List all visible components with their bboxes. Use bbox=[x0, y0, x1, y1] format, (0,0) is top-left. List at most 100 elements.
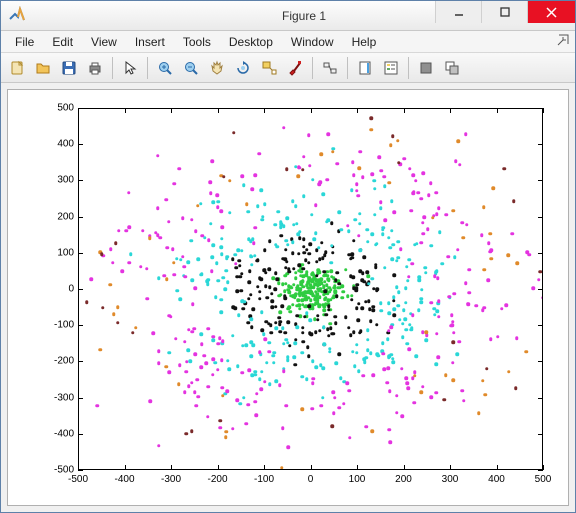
scatter-point-cyan bbox=[429, 244, 433, 248]
scatter-point-green bbox=[296, 299, 300, 303]
scatter-point-cyan bbox=[366, 338, 370, 342]
datacursor-button[interactable] bbox=[257, 56, 281, 80]
legend-button[interactable] bbox=[379, 56, 403, 80]
scatter-point-magenta bbox=[458, 163, 462, 167]
scatter-point-magenta bbox=[346, 224, 350, 228]
scatter-point-cyan bbox=[388, 312, 392, 316]
menu-edit[interactable]: Edit bbox=[44, 33, 81, 51]
scatter-point-green bbox=[315, 302, 319, 306]
new-figure-button[interactable] bbox=[5, 56, 29, 80]
close-button[interactable] bbox=[527, 1, 575, 23]
scatter-point-cyan bbox=[240, 249, 244, 253]
scatter-point-maroon bbox=[391, 135, 395, 139]
zoom-in-button[interactable] bbox=[153, 56, 177, 80]
scatter-point-magenta bbox=[365, 425, 369, 429]
scatter-point-magenta bbox=[208, 181, 212, 185]
scatter-point-magenta bbox=[464, 132, 468, 136]
scatter-point-cyan bbox=[189, 239, 193, 243]
scatter-point-magenta bbox=[385, 381, 389, 385]
scatter-point-orange bbox=[484, 393, 488, 397]
ytick-mark bbox=[78, 217, 83, 218]
scatter-point-black bbox=[334, 321, 338, 325]
brush-button[interactable] bbox=[283, 56, 307, 80]
scatter-point-cyan bbox=[417, 308, 421, 312]
scatter-point-cyan bbox=[256, 205, 260, 209]
rotate-button[interactable] bbox=[231, 56, 255, 80]
save-button[interactable] bbox=[57, 56, 81, 80]
scatter-point-magenta bbox=[221, 386, 225, 390]
scatter-point-black bbox=[330, 332, 334, 336]
scatter-point-magenta bbox=[193, 391, 197, 395]
hide-tools-button[interactable] bbox=[414, 56, 438, 80]
scatter-point-magenta bbox=[145, 267, 149, 271]
show-tools-button[interactable] bbox=[440, 56, 464, 80]
pointer-button[interactable] bbox=[118, 56, 142, 80]
scatter-point-orange bbox=[134, 326, 138, 330]
scatter-point-magenta bbox=[234, 262, 238, 266]
scatter-point-magenta bbox=[204, 361, 208, 365]
print-button[interactable] bbox=[83, 56, 107, 80]
scatter-point-cyan bbox=[268, 383, 272, 387]
scatter-point-cyan bbox=[240, 299, 244, 303]
menu-desktop[interactable]: Desktop bbox=[221, 33, 281, 51]
scatter-point-magenta bbox=[342, 402, 346, 406]
scatter-point-cyan bbox=[317, 246, 321, 250]
scatter-point-magenta bbox=[400, 367, 404, 371]
scatter-point-magenta bbox=[216, 205, 220, 209]
scatter-point-cyan bbox=[274, 243, 278, 247]
scatter-point-magenta bbox=[510, 232, 514, 236]
scatter-point-orange bbox=[420, 390, 424, 394]
scatter-point-cyan bbox=[404, 286, 408, 290]
undock-icon[interactable] bbox=[557, 34, 569, 49]
scatter-point-cyan bbox=[176, 289, 180, 293]
open-button[interactable] bbox=[31, 56, 55, 80]
link-button[interactable] bbox=[318, 56, 342, 80]
scatter-point-orange bbox=[516, 261, 520, 265]
scatter-point-orange bbox=[507, 370, 511, 374]
menu-insert[interactable]: Insert bbox=[127, 33, 173, 51]
scatter-point-green bbox=[283, 289, 287, 293]
scatter-point-magenta bbox=[312, 377, 316, 381]
scatter-point-magenta bbox=[282, 126, 286, 130]
pan-button[interactable] bbox=[205, 56, 229, 80]
scatter-point-magenta bbox=[168, 370, 172, 374]
scatter-point-magenta bbox=[167, 220, 171, 224]
scatter-point-cyan bbox=[363, 361, 367, 365]
scatter-point-cyan bbox=[298, 230, 302, 234]
menu-tools[interactable]: Tools bbox=[175, 33, 219, 51]
scatter-point-magenta bbox=[451, 361, 455, 365]
scatter-point-magenta bbox=[436, 356, 440, 360]
scatter-point-cyan bbox=[370, 232, 374, 236]
scatter-point-black bbox=[315, 260, 319, 264]
scatter-point-cyan bbox=[267, 341, 271, 345]
scatter-point-black bbox=[241, 307, 245, 311]
scatter-point-magenta bbox=[225, 390, 229, 394]
colorbar-button[interactable] bbox=[353, 56, 377, 80]
scatter-point-magenta bbox=[447, 255, 451, 259]
scatter-point-magenta bbox=[389, 441, 393, 445]
scatter-point-cyan bbox=[310, 213, 314, 217]
menu-view[interactable]: View bbox=[83, 33, 125, 51]
scatter-point-black bbox=[297, 264, 301, 268]
scatter-point-magenta bbox=[422, 215, 426, 219]
scatter-point-cyan bbox=[376, 354, 380, 358]
scatter-point-black bbox=[361, 279, 365, 283]
scatter-point-black bbox=[282, 257, 286, 261]
xtick-mark bbox=[171, 465, 172, 470]
menu-help[interactable]: Help bbox=[344, 33, 385, 51]
scatter-point-black bbox=[264, 284, 268, 288]
scatter-point-black bbox=[338, 353, 342, 357]
scatter-point-magenta bbox=[352, 173, 356, 177]
menu-file[interactable]: File bbox=[7, 33, 42, 51]
zoom-out-button[interactable] bbox=[179, 56, 203, 80]
maximize-button[interactable] bbox=[481, 1, 527, 23]
scatter-point-black bbox=[366, 271, 370, 275]
menu-window[interactable]: Window bbox=[283, 33, 342, 51]
scatter-point-black bbox=[295, 314, 299, 318]
minimize-button[interactable] bbox=[435, 1, 481, 23]
scatter-point-magenta bbox=[207, 239, 211, 243]
scatter-point-cyan bbox=[222, 276, 226, 280]
hide-tools-icon bbox=[418, 60, 434, 76]
scatter-point-magenta bbox=[193, 286, 197, 290]
axes[interactable] bbox=[78, 108, 543, 470]
